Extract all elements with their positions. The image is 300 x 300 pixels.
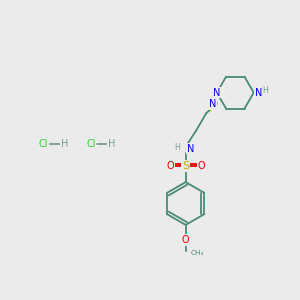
Text: Cl: Cl	[86, 139, 96, 149]
Text: N: N	[209, 99, 217, 109]
Text: N: N	[187, 143, 194, 154]
Text: S: S	[182, 161, 189, 171]
Text: CH₃: CH₃	[190, 250, 204, 256]
Text: O: O	[197, 161, 205, 171]
Text: N: N	[213, 88, 220, 98]
Text: H: H	[61, 139, 68, 149]
Text: H: H	[262, 86, 268, 95]
Text: Cl: Cl	[38, 139, 48, 149]
Text: O: O	[167, 161, 174, 171]
Text: O: O	[182, 235, 190, 245]
Text: N: N	[255, 88, 262, 98]
Text: H: H	[108, 139, 116, 149]
Text: H: H	[174, 143, 180, 152]
